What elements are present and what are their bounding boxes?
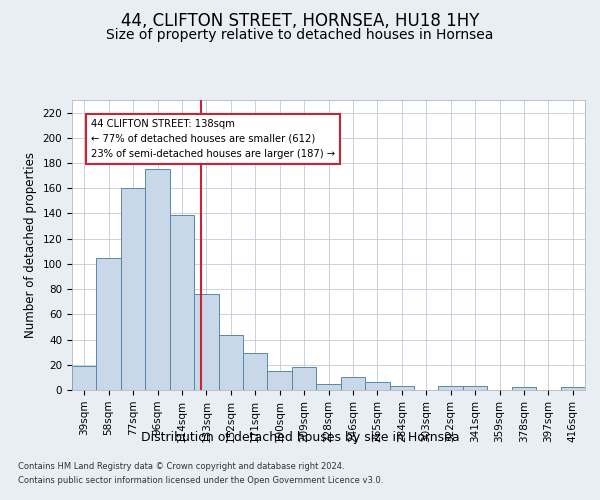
Bar (170, 214, 194, 390)
Text: Contains public sector information licensed under the Open Government Licence v3: Contains public sector information licen… (18, 476, 383, 485)
Bar (268, 371, 292, 390)
Bar (292, 368, 316, 390)
Bar (243, 354, 268, 390)
Text: Contains HM Land Registry data © Crown copyright and database right 2024.: Contains HM Land Registry data © Crown c… (18, 462, 344, 471)
Bar (72, 366, 97, 390)
Text: Size of property relative to detached houses in Hornsea: Size of property relative to detached ho… (106, 28, 494, 42)
Bar (512, 388, 536, 390)
Bar (145, 170, 170, 390)
Text: 44, CLIFTON STREET, HORNSEA, HU18 1HY: 44, CLIFTON STREET, HORNSEA, HU18 1HY (121, 12, 479, 30)
Bar (439, 386, 463, 390)
Bar (316, 384, 341, 390)
Bar (560, 388, 585, 390)
Bar (463, 386, 487, 390)
Bar (218, 334, 243, 390)
Bar (389, 386, 414, 390)
Y-axis label: Number of detached properties: Number of detached properties (24, 152, 37, 338)
Bar (97, 258, 121, 390)
Bar (194, 294, 218, 390)
Text: Distribution of detached houses by size in Hornsea: Distribution of detached houses by size … (140, 431, 460, 444)
Bar (121, 188, 145, 390)
Bar (341, 378, 365, 390)
Text: 44 CLIFTON STREET: 138sqm
← 77% of detached houses are smaller (612)
23% of semi: 44 CLIFTON STREET: 138sqm ← 77% of detac… (91, 119, 335, 158)
Bar (365, 382, 389, 390)
